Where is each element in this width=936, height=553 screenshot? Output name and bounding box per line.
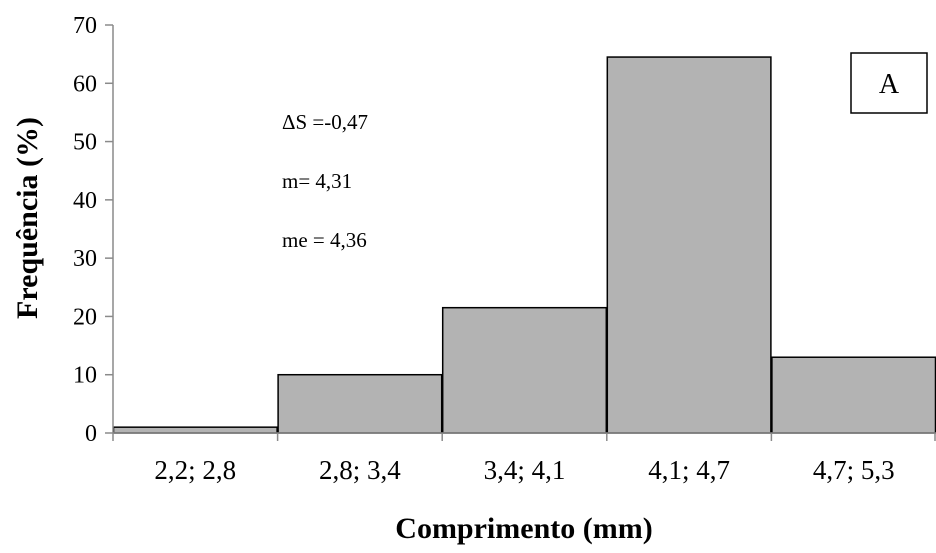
bar-1 [277,373,443,434]
y-axis-title: Frequência (%) [11,117,44,319]
y-tick-label-2: 20 [73,304,97,330]
bar-0 [112,426,278,434]
x-category-label-0: 2,2; 2,8 [154,455,236,485]
mean-annotation: m= 4,31 [282,169,352,193]
bar-4 [771,356,936,434]
x-axis-title: Comprimento (mm) [395,512,652,545]
axes-layer [112,25,936,434]
median-annotation: me = 4,36 [282,228,367,252]
x-category-label-1: 2,8; 3,4 [319,455,401,485]
bars-layer [112,56,936,434]
y-ticks: 0 10 20 30 40 50 60 70 [73,13,113,447]
bar-3 [606,56,772,434]
y-tick-label-0: 0 [85,421,97,447]
skewness-annotation: ΔS =-0,47 [282,110,368,134]
y-tick-label-1: 10 [73,363,97,389]
y-tick-label-3: 30 [73,246,97,272]
x-category-label-3: 4,1; 4,7 [648,455,730,485]
y-tick-label-5: 50 [73,130,97,156]
panel-label: A [879,69,900,100]
x-category-label-4: 4,7; 5,3 [813,455,895,485]
y-tick-label-6: 60 [73,71,97,97]
bar-2 [441,306,608,434]
x-category-label-2: 3,4; 4,1 [484,455,566,485]
y-tick-label-4: 40 [73,188,97,214]
panel-label-box: A [850,52,928,114]
y-tick-label-7: 70 [73,13,97,39]
x-ticks: 2,2; 2,8 2,8; 3,4 3,4; 4,1 4,1; 4,7 4,7; 5,3 [112,433,936,485]
